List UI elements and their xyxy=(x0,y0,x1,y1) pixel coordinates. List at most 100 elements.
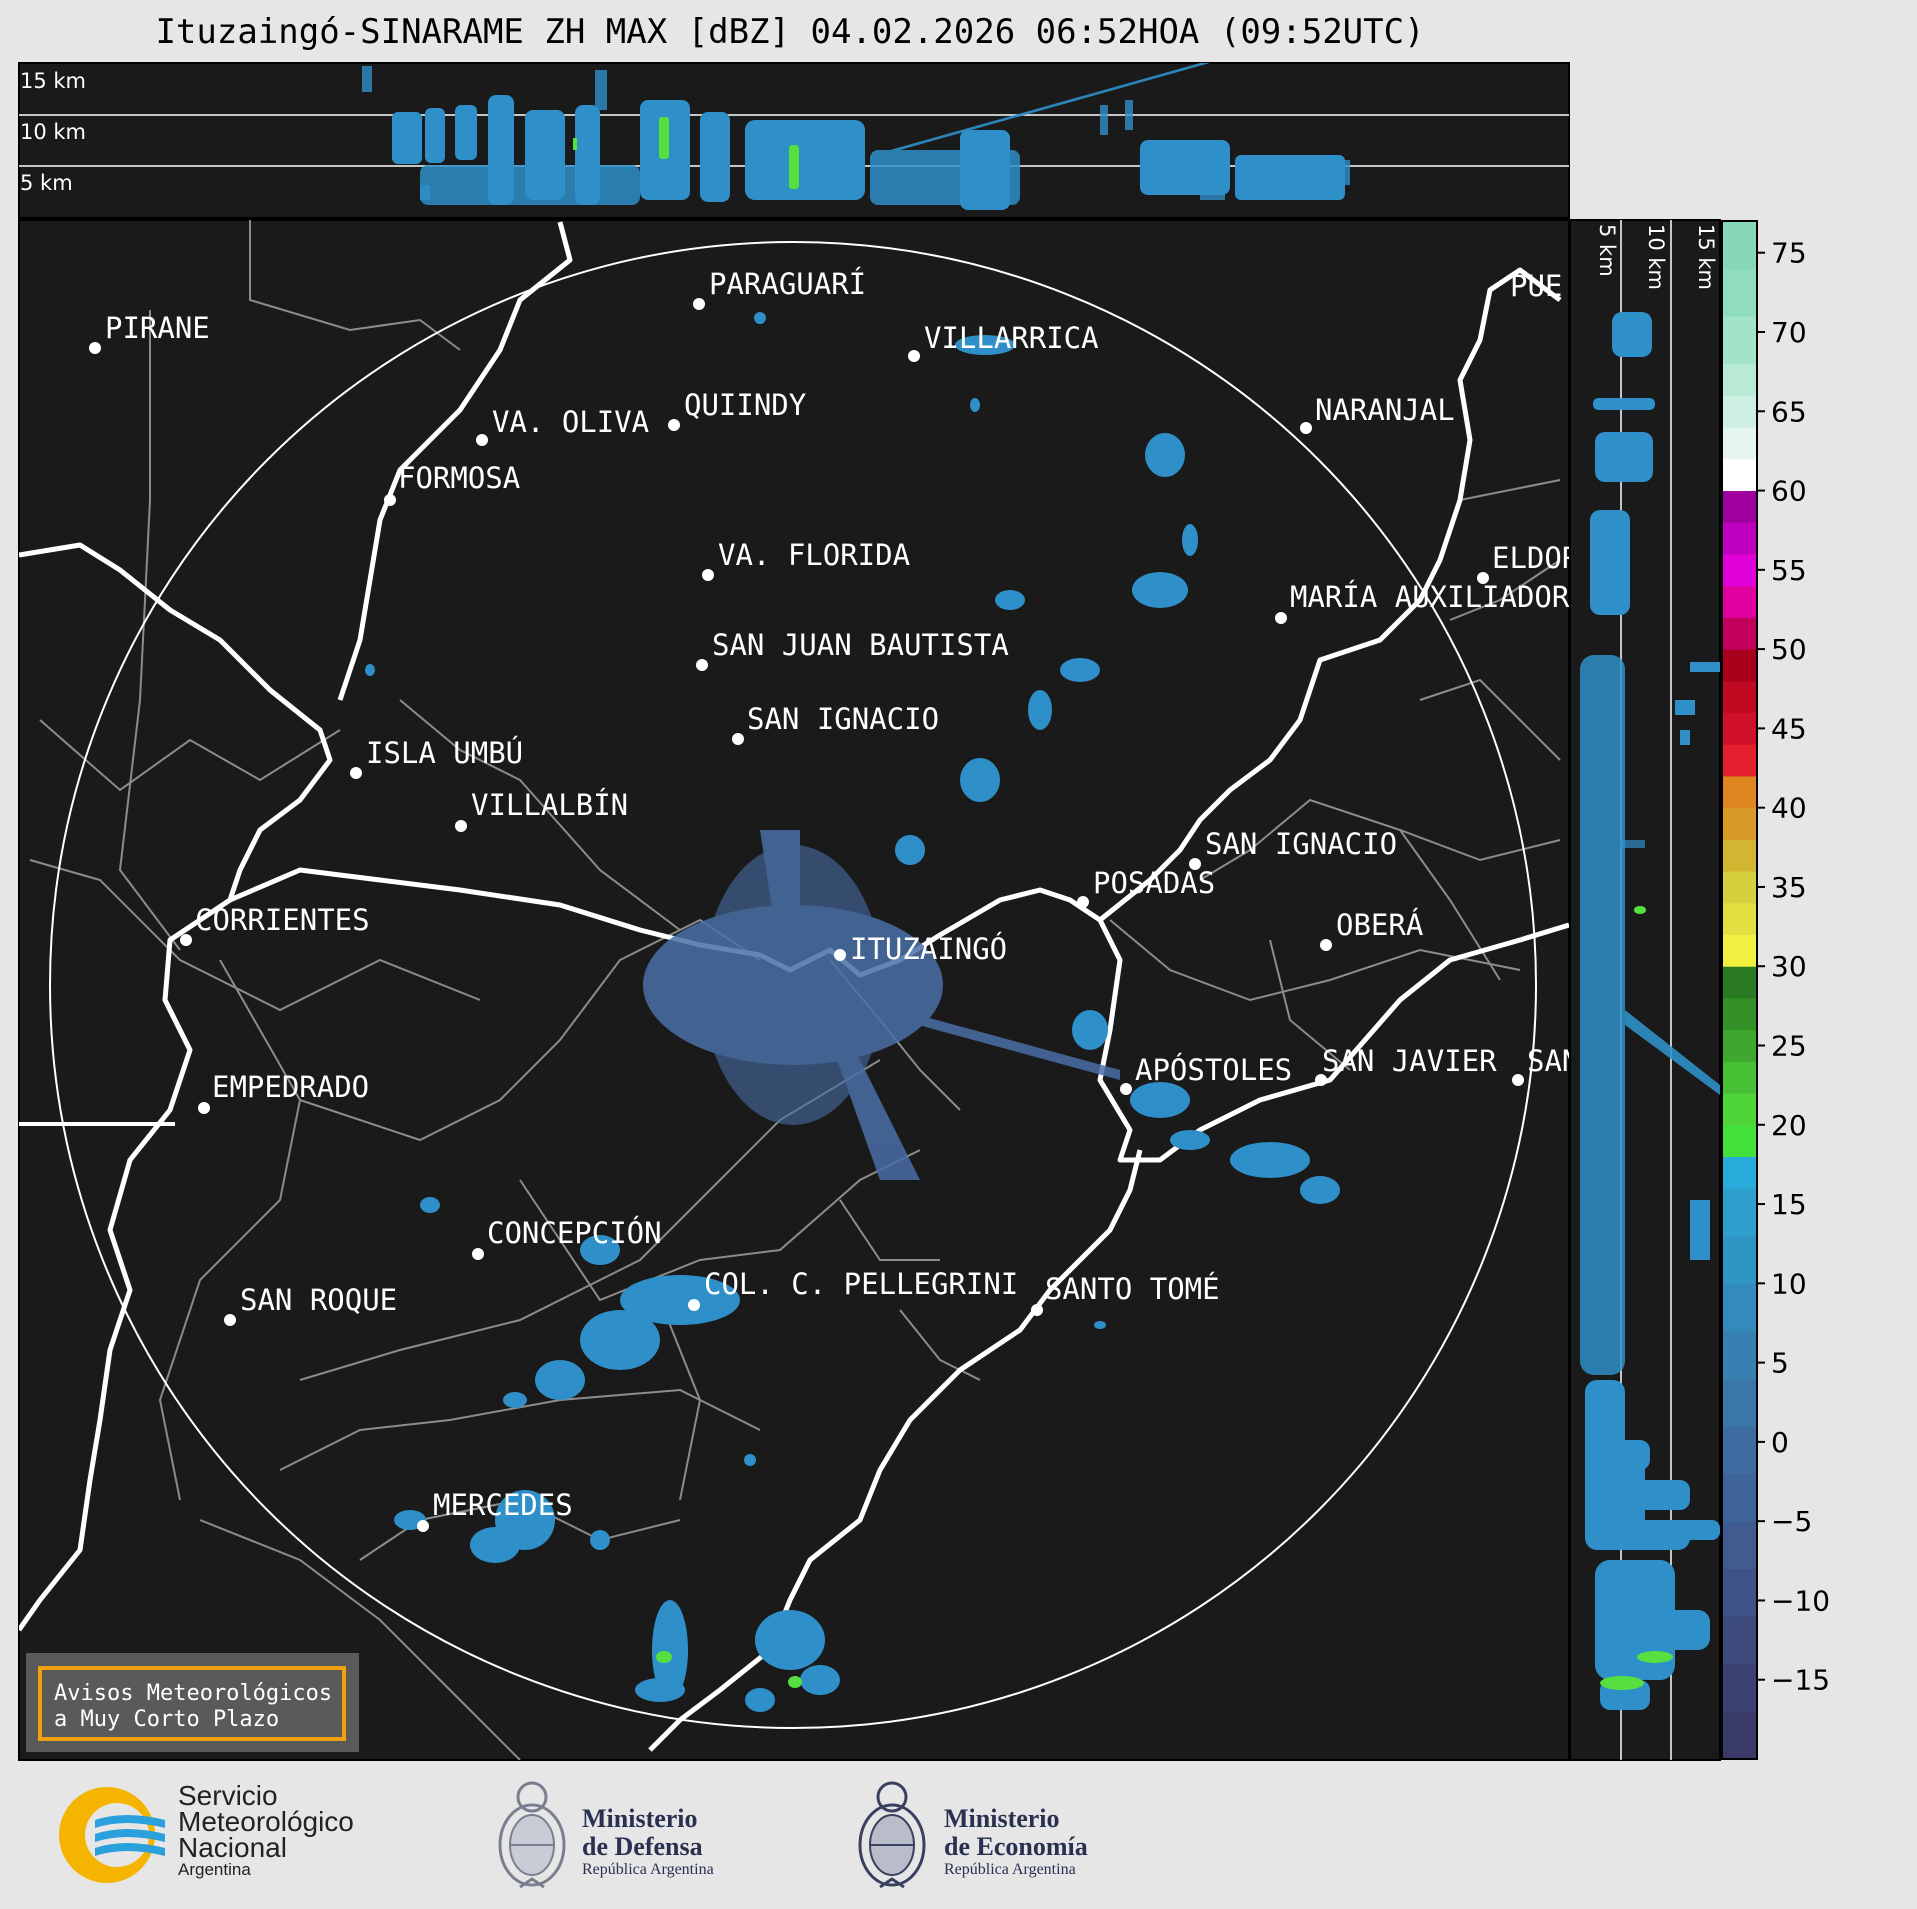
colorbar-tick-label: −15 xyxy=(1771,1664,1830,1697)
colorbar-segment xyxy=(1722,775,1757,809)
city-labels: PARAGUARÍ PIRANE VILLARRICA QUIINDY VA. … xyxy=(105,267,1580,1522)
radar-echoes xyxy=(365,312,1340,1712)
city-label-san-juan-bautista: SAN JUAN BAUTISTA xyxy=(712,628,1009,662)
city-marker-eldorado xyxy=(1477,572,1489,584)
warning-box[interactable]: Avisos Meteorológicos a Muy Corto Plazo xyxy=(26,1653,359,1752)
colorbar-tick-label: 40 xyxy=(1771,792,1807,825)
city-label-san-javier: SAN JAVIER xyxy=(1322,1044,1497,1078)
colorbar-segment xyxy=(1722,807,1757,840)
colorbar-tick-label: 15 xyxy=(1771,1188,1807,1221)
economia-line2: de Economía xyxy=(944,1832,1088,1861)
city-marker-san-edge xyxy=(1512,1074,1524,1086)
colorbar-tick-label: 0 xyxy=(1771,1426,1789,1459)
city-label-naranjal: NARANJAL xyxy=(1315,393,1455,427)
colorbar-segment xyxy=(1722,553,1757,587)
city-marker-san-ignacio-py xyxy=(732,733,744,745)
colorbar-segment xyxy=(1722,1235,1757,1284)
city-marker-empedrado xyxy=(198,1102,210,1114)
coat-of-arms-icon xyxy=(858,1781,926,1889)
city-markers xyxy=(89,298,1524,1532)
economia-line1: Ministerio xyxy=(944,1804,1060,1833)
colorbar-tick-label: 30 xyxy=(1771,950,1807,983)
colorbar-segment xyxy=(1722,1061,1757,1094)
colorbar-segment xyxy=(1722,1029,1757,1062)
city-label-eldorado: ELDOR xyxy=(1492,541,1580,575)
city-marker-naranjal xyxy=(1300,422,1312,434)
colorbar-segment xyxy=(1722,617,1757,650)
colorbar-segment xyxy=(1722,1283,1757,1332)
colorbar-segment xyxy=(1722,458,1757,492)
city-label-san-ignacio-ar: SAN IGNACIO xyxy=(1205,827,1397,861)
city-label-san-edge: SAN xyxy=(1527,1044,1579,1078)
warning-text: Avisos Meteorológicos a Muy Corto Plazo xyxy=(54,1681,332,1733)
city-label-obera: OBERÁ xyxy=(1336,908,1423,942)
colorbar-tick-label: 50 xyxy=(1771,633,1807,666)
city-label-col-c-pellegrini: COL. C. PELLEGRINI xyxy=(704,1267,1018,1301)
city-label-posadas: POSADAS xyxy=(1093,866,1215,900)
economia-seal xyxy=(855,1775,930,1895)
city-marker-posadas xyxy=(1077,896,1089,908)
colorbar-segment xyxy=(1722,1711,1757,1760)
city-label-empedrado: EMPEDRADO xyxy=(212,1070,369,1104)
city-label-apostoles: APÓSTOLES xyxy=(1135,1053,1292,1087)
rivers xyxy=(19,221,1569,1752)
side-alt-label-10km: 10 km xyxy=(1644,224,1668,290)
city-label-san-roque: SAN ROQUE xyxy=(240,1283,397,1317)
colorbar-segment xyxy=(1722,997,1757,1031)
colorbar-segment xyxy=(1722,966,1757,999)
colorbar-segment xyxy=(1722,363,1757,396)
defensa-seal xyxy=(495,1775,570,1895)
colorbar-tick-label: 75 xyxy=(1771,237,1807,270)
city-marker-va-oliva xyxy=(476,434,488,446)
city-label-villarrica: VILLARRICA xyxy=(924,321,1099,355)
smn-logo-icon xyxy=(59,1787,165,1883)
city-marker-san-ignacio-ar xyxy=(1189,858,1201,870)
defensa-sub: República Argentina xyxy=(582,1861,714,1878)
economia-sub: República Argentina xyxy=(944,1861,1076,1878)
colorbar-segment xyxy=(1722,649,1757,682)
colorbar-tick-label: 55 xyxy=(1771,554,1807,587)
colorbar-segment xyxy=(1722,1093,1757,1126)
city-marker-corrientes xyxy=(180,934,192,946)
city-label-ituzaingo: ITUZAINGÓ xyxy=(850,932,1007,966)
radar-clutter xyxy=(643,830,1120,1180)
colorbar-tick-label: 25 xyxy=(1771,1029,1807,1062)
warning-text-line2: a Muy Corto Plazo xyxy=(54,1707,280,1732)
colorbar-segment xyxy=(1722,839,1757,872)
colorbar-tick-label: 65 xyxy=(1771,395,1807,428)
colorbar-tick-label: 20 xyxy=(1771,1109,1807,1142)
radar-echoes-green xyxy=(656,1651,802,1688)
colorbar-segment xyxy=(1722,1330,1757,1379)
colorbar-segment xyxy=(1722,1616,1757,1665)
colorbar-segment xyxy=(1722,585,1757,618)
city-marker-san-roque xyxy=(224,1314,236,1326)
colorbar-segment xyxy=(1722,1378,1757,1427)
city-marker-quiindy xyxy=(668,419,680,431)
city-marker-villarrica xyxy=(908,350,920,362)
city-marker-formosa xyxy=(384,494,396,506)
city-label-maria-auxiliadora: MARÍA AUXILIADOR xyxy=(1290,580,1570,614)
city-marker-villalbin xyxy=(455,820,467,832)
smn-line1: Servicio xyxy=(178,1780,278,1811)
side-alt-label-15km: 15 km xyxy=(1694,224,1718,290)
city-marker-paraguari xyxy=(693,298,705,310)
city-marker-santo-tome xyxy=(1031,1304,1043,1316)
colorbar-segment xyxy=(1722,934,1757,967)
colorbar-segment xyxy=(1722,395,1757,428)
colorbar-tick-label: 10 xyxy=(1771,1267,1807,1300)
city-label-villalbin: VILLALBÍN xyxy=(471,788,628,822)
colorbar-segment xyxy=(1722,1663,1757,1712)
colorbar-segments xyxy=(1722,221,1757,1760)
admin-borders xyxy=(29,220,1561,1760)
colorbar-segment xyxy=(1722,522,1757,555)
smn-line2: Meteorológico xyxy=(178,1806,354,1837)
radar-range-ring xyxy=(49,241,1537,1729)
colorbar-tick-label: 35 xyxy=(1771,871,1807,904)
colorbar-tick-label: 70 xyxy=(1771,316,1807,349)
city-marker-col-c-pellegrini xyxy=(688,1299,700,1311)
smn-logo-text: Servicio Meteorológico Nacional xyxy=(178,1780,354,1862)
city-label-corrientes: CORRIENTES xyxy=(195,903,370,937)
